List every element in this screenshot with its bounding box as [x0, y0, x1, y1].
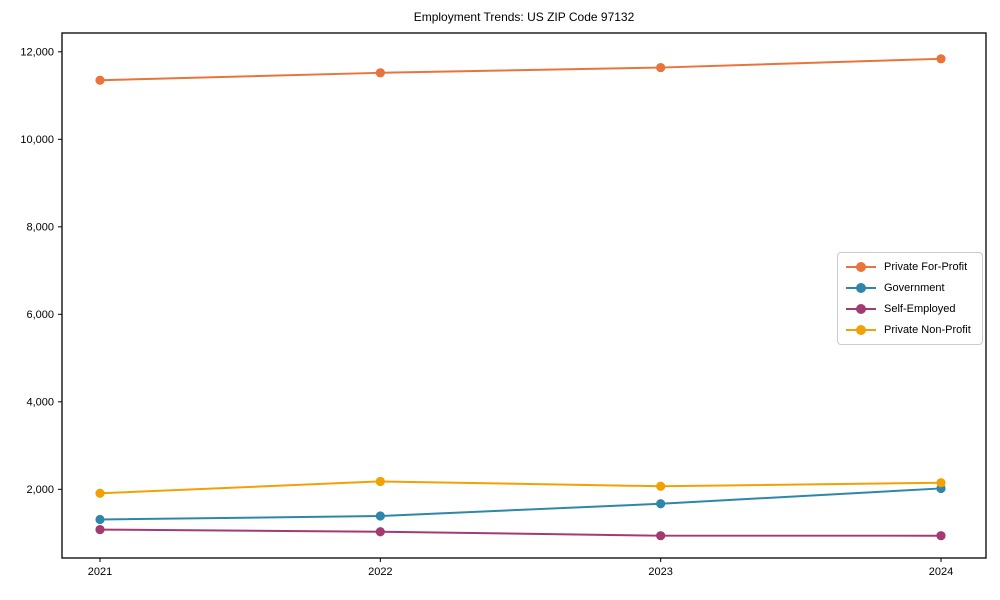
- series-line-self-employed: [99, 528, 942, 537]
- data-point-private-non-profit-2023: [656, 481, 666, 491]
- x-tick-label: 2024: [929, 566, 953, 578]
- data-point-private-non-profit-2024: [936, 478, 946, 488]
- legend-marker-self-employed: [846, 303, 876, 314]
- chart-title: Employment Trends: US ZIP Code 97132: [413, 10, 635, 24]
- legend-label-private-for-profit: Private For-Profit: [884, 261, 968, 274]
- y-tick-label: 2,000: [26, 484, 54, 496]
- series-line-private-for-profit: [99, 57, 942, 82]
- legend-item-private-for-profit: Private For-Profit: [846, 258, 974, 276]
- legend-label-government: Government: [884, 282, 945, 295]
- series-line-private-non-profit: [99, 480, 942, 495]
- legend-item-private-non-profit: Private Non-Profit: [846, 321, 974, 339]
- y-tick-label: 4,000: [26, 397, 54, 409]
- legend-marker-private-for-profit: [846, 262, 876, 273]
- x-tick-label: 2021: [88, 566, 112, 578]
- y-tick-label: 10,000: [20, 134, 54, 146]
- y-tick-label: 6,000: [26, 309, 54, 321]
- legend-label-self-employed: Self-Employed: [884, 302, 956, 315]
- legend-item-government: Government: [846, 279, 974, 297]
- legend-marker-government: [846, 283, 876, 294]
- data-point-private-non-profit-2022: [375, 476, 385, 487]
- data-point-private-for-profit-2024: [936, 54, 946, 64]
- x-tick-label: 2023: [648, 566, 672, 578]
- y-tick-label: 8,000: [26, 222, 54, 234]
- y-tick-label: 12,000: [20, 47, 54, 59]
- data-point-self-employed-2024: [936, 531, 946, 541]
- data-point-self-employed-2021: [95, 524, 105, 535]
- legend-marker-private-non-profit: [846, 324, 876, 335]
- data-point-self-employed-2022: [375, 527, 385, 537]
- data-point-private-non-profit-2021: [95, 488, 105, 498]
- series-line-government: [99, 487, 942, 521]
- data-point-government-2022: [375, 511, 385, 521]
- data-point-self-employed-2023: [656, 531, 666, 541]
- data-point-private-for-profit-2022: [375, 68, 385, 78]
- data-point-government-2023: [656, 499, 666, 509]
- legend-label-private-non-profit: Private Non-Profit: [884, 323, 971, 336]
- legend-item-self-employed: Self-Employed: [846, 300, 974, 318]
- x-tick-label: 2022: [368, 566, 392, 578]
- data-point-private-for-profit-2023: [656, 62, 666, 73]
- data-point-private-for-profit-2021: [95, 75, 105, 85]
- data-point-government-2021: [95, 514, 105, 525]
- legend: Private For-Profit Government Self-Employe…: [837, 252, 983, 345]
- plot-border: [61, 32, 987, 559]
